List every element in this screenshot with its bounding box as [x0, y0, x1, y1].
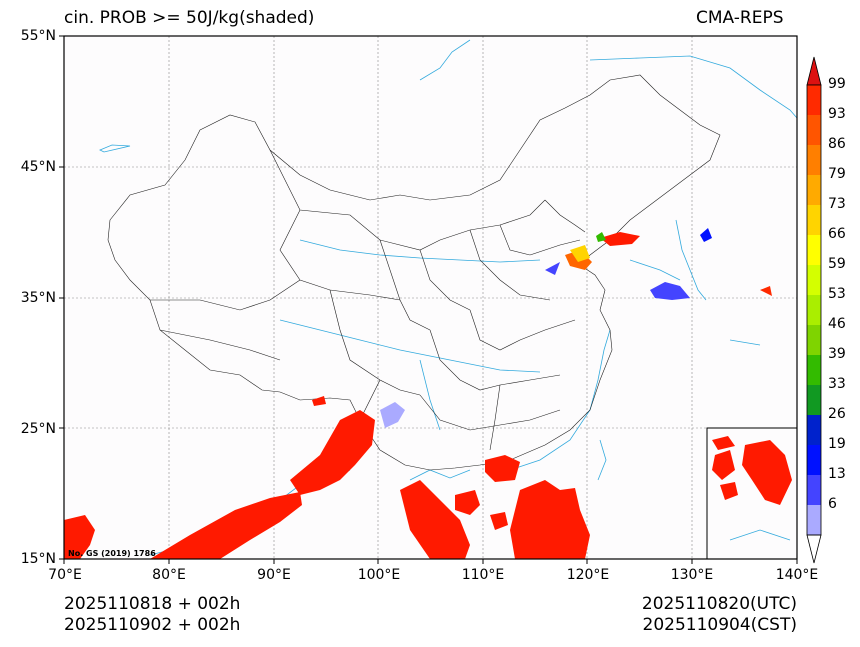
lon-label-120: 120°E [566, 567, 610, 583]
probability-shading [64, 228, 772, 559]
colorbar-frame [806, 84, 822, 536]
colorbar-label-39: 39 [828, 346, 846, 362]
colorbar-label-53: 53 [828, 286, 846, 302]
colorbar-label-66: 66 [828, 226, 846, 242]
colorbar-label-79: 79 [828, 166, 846, 182]
model-name: CMA-REPS [696, 8, 784, 28]
colorbar-swatch-19 [807, 445, 821, 475]
colorbar-label-6: 6 [828, 496, 837, 512]
init-time-utc: 2025110818 + 002h [64, 594, 241, 614]
colorbar-swatch-26 [807, 415, 821, 445]
colorbar-swatch-6 [807, 505, 821, 535]
colorbar-swatch-39 [807, 355, 821, 385]
colorbar-label-46: 46 [828, 316, 846, 332]
lon-label-100: 100°E [357, 567, 401, 583]
lat-label-25: 25°N [20, 421, 56, 437]
lat-label-35: 35°N [20, 290, 56, 306]
colorbar-swatch-99 [807, 85, 821, 115]
colorbar-swatch-79 [807, 175, 821, 205]
init-time-cst: 2025110902 + 002h [64, 615, 241, 635]
colorbar-swatch-13 [807, 475, 821, 505]
colorbar-swatch-53 [807, 295, 821, 325]
axis-ticks [59, 35, 798, 564]
map-approval-note: No. GS (2019) 1786 [68, 549, 156, 558]
south-china-sea-inset [706, 427, 798, 560]
admin-boundaries [107, 74, 721, 471]
colorbar-swatch-33 [807, 385, 821, 415]
lat-label-45: 45°N [20, 159, 56, 175]
colorbar-swatch-59 [807, 265, 821, 295]
colorbar-label-33: 33 [828, 376, 846, 392]
lat-label-55: 55°N [20, 28, 56, 44]
colorbar-label-59: 59 [828, 256, 846, 272]
colorbar-label-73: 73 [828, 196, 846, 212]
colorbar-label-26: 26 [828, 406, 846, 422]
lon-label-110: 110°E [461, 567, 505, 583]
colorbar-label-93: 93 [828, 106, 846, 122]
colorbar-swatch-66 [807, 235, 821, 265]
colorbar-label-19: 19 [828, 436, 846, 452]
lon-label-130: 130°E [670, 567, 714, 583]
colorbar-extend-max [806, 56, 822, 86]
valid-time-utc: 2025110820(UTC) [641, 594, 797, 614]
colorbar-swatch-73 [807, 205, 821, 235]
colorbar-label-99: 99 [828, 76, 846, 92]
chart-title: cin. PROB >= 50J/kg(shaded) [64, 8, 315, 28]
lon-label-80: 80°E [152, 567, 186, 583]
lon-label-70: 70°E [48, 567, 82, 583]
colorbar-extend-min [806, 534, 822, 564]
colorbar-label-86: 86 [828, 136, 846, 152]
colorbar-swatch-93 [807, 115, 821, 145]
lat-label-15: 15°N [20, 551, 56, 567]
colorbar-swatch-46 [807, 325, 821, 355]
lon-label-140: 140°E [775, 567, 819, 583]
colorbar-label-13: 13 [828, 466, 846, 482]
colorbar-swatch-86 [807, 145, 821, 175]
valid-time-cst: 2025110904(CST) [642, 615, 797, 635]
colorbar [806, 56, 822, 564]
lon-label-90: 90°E [257, 567, 291, 583]
